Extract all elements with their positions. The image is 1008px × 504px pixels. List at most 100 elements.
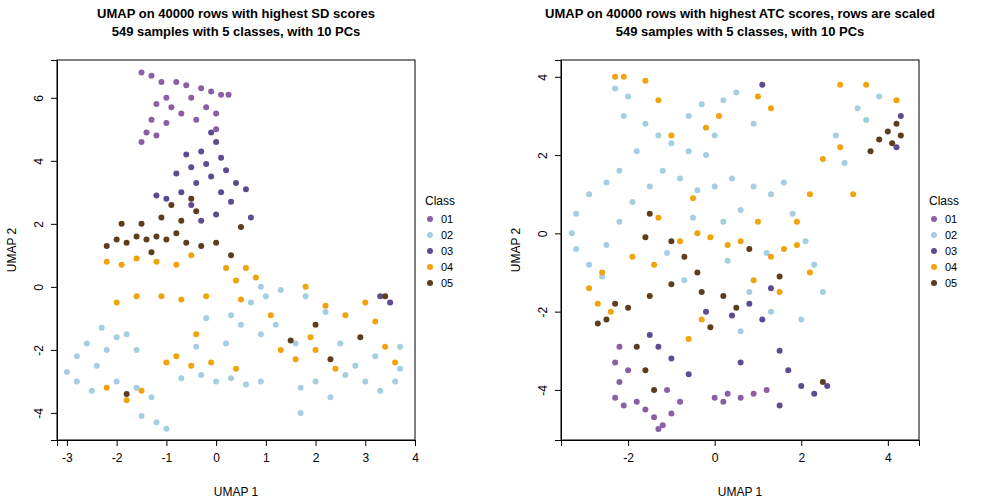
point [642, 367, 648, 373]
point [863, 117, 869, 123]
point [885, 129, 891, 135]
point [218, 155, 224, 161]
point [233, 366, 239, 372]
point [612, 395, 618, 401]
point [712, 395, 718, 401]
subtitle: 549 samples with 5 classes, with 10 PCs [112, 24, 361, 39]
point [807, 191, 813, 197]
point [755, 93, 761, 99]
x-tick: 3 [362, 440, 369, 465]
x-tick: -2 [623, 440, 634, 465]
point [238, 224, 244, 230]
point [153, 192, 159, 198]
point [655, 344, 661, 350]
point [173, 353, 179, 359]
point [188, 95, 194, 101]
point [303, 293, 309, 299]
legend-title: Class [929, 194, 959, 208]
point [725, 258, 731, 264]
point [168, 202, 174, 208]
x-tick-mark [316, 440, 317, 446]
point [599, 270, 605, 276]
point [686, 113, 692, 119]
y-tick: -2 [32, 345, 57, 356]
x-tick-label: 0 [213, 451, 220, 465]
point [387, 300, 393, 306]
legend-label: 05 [945, 277, 957, 289]
point [668, 410, 674, 416]
point [104, 385, 110, 391]
point [889, 140, 895, 146]
legend-label: 02 [945, 229, 957, 241]
x-tick-mark [117, 440, 118, 446]
point [690, 215, 696, 221]
legend-swatch [931, 248, 937, 254]
point [139, 139, 145, 145]
point [208, 89, 214, 95]
panel: -3-2-101234-4-20246UMAP on 40000 rows wi… [5, 6, 455, 499]
point [163, 196, 169, 202]
point [712, 133, 718, 139]
point [397, 366, 403, 372]
point [198, 243, 204, 249]
point [258, 331, 264, 337]
title: UMAP on 40000 rows with highest ATC scor… [545, 6, 935, 21]
x-tick: 0 [213, 440, 220, 465]
point [153, 101, 159, 107]
point [785, 367, 791, 373]
point [357, 334, 363, 340]
plot-frame [57, 60, 415, 440]
point [144, 237, 150, 243]
y-tick-label: 0 [32, 284, 46, 291]
y-axis: -4-2024 [536, 61, 562, 441]
point [777, 273, 783, 279]
point [621, 74, 627, 80]
point [837, 82, 843, 88]
x-axis-line [562, 441, 920, 447]
point [158, 215, 164, 221]
point [293, 356, 299, 362]
y-tick-mark [555, 233, 561, 234]
x-tick-mark [415, 440, 416, 446]
y-axis-title: UMAP 2 [5, 227, 19, 272]
legend-swatch [427, 216, 433, 222]
x-tick-label: -1 [162, 451, 173, 465]
point [876, 93, 882, 99]
panel: -2024-4-2024UMAP on 40000 rows with high… [509, 6, 959, 499]
y-tick-mark [555, 312, 561, 313]
point [625, 93, 631, 99]
point [751, 391, 757, 397]
x-tick-mark [715, 440, 716, 446]
point [603, 316, 609, 322]
x-tick: -1 [162, 440, 173, 465]
plot-frame [561, 60, 919, 440]
point [178, 296, 184, 302]
point [686, 148, 692, 154]
point [621, 113, 627, 119]
point [198, 85, 204, 91]
point [104, 347, 110, 353]
point [268, 312, 274, 318]
point [629, 199, 635, 205]
point [738, 328, 744, 334]
point [811, 391, 817, 397]
point [612, 74, 618, 80]
point [203, 161, 209, 167]
point [746, 289, 752, 295]
point [188, 363, 194, 369]
point [573, 211, 579, 217]
point [863, 82, 869, 88]
point [223, 265, 229, 271]
point [720, 219, 726, 225]
point [243, 382, 249, 388]
point [625, 367, 631, 373]
point [148, 73, 154, 79]
point [119, 221, 125, 227]
x-tick-label: 1 [263, 451, 270, 465]
x-tick-mark [166, 440, 167, 446]
x-tick: 4 [412, 440, 419, 465]
point [228, 252, 234, 258]
y-tick-label: -4 [536, 385, 550, 396]
point [837, 144, 843, 150]
point [794, 242, 800, 248]
